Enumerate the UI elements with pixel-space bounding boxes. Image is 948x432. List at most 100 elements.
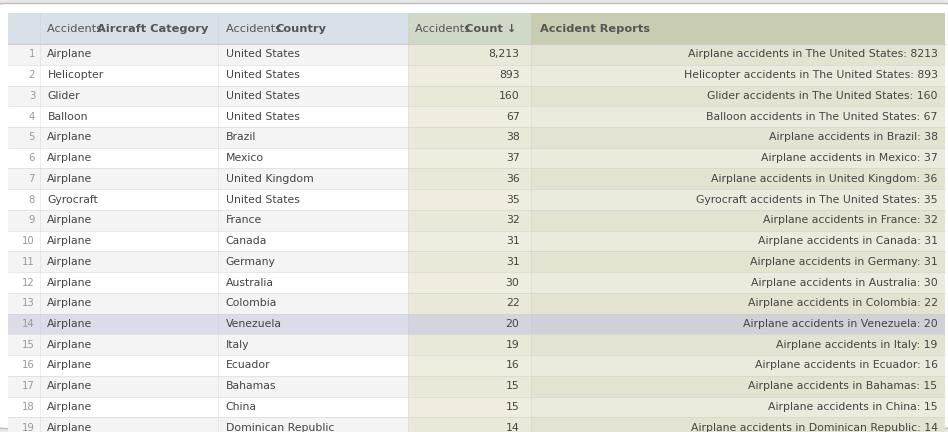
Bar	[218, 210, 408, 231]
Bar	[8, 231, 40, 251]
Bar	[218, 65, 408, 86]
Bar	[408, 168, 531, 189]
Text: 11: 11	[23, 257, 35, 267]
Text: Gyrocraft accidents in The United States: 35: Gyrocraft accidents in The United States…	[696, 194, 938, 205]
Text: 38: 38	[505, 132, 520, 143]
Bar	[218, 106, 408, 127]
Text: Airplane accidents in Germany: 31: Airplane accidents in Germany: 31	[750, 257, 938, 267]
Text: Helicopter accidents in The United States: 893: Helicopter accidents in The United State…	[684, 70, 938, 80]
Bar	[408, 13, 531, 44]
Bar	[531, 148, 945, 168]
Bar	[8, 314, 40, 334]
Text: United States: United States	[226, 91, 300, 101]
Text: Airplane accidents in Canada: 31: Airplane accidents in Canada: 31	[757, 236, 938, 246]
Bar	[40, 127, 218, 148]
Bar	[531, 417, 945, 432]
Bar	[218, 334, 408, 355]
Text: 14: 14	[505, 422, 520, 432]
Text: 13: 13	[23, 298, 35, 308]
Bar	[408, 148, 531, 168]
Text: Country: Country	[275, 23, 326, 34]
Text: Airplane accidents in Mexico: 37: Airplane accidents in Mexico: 37	[761, 153, 938, 163]
Bar	[531, 293, 945, 314]
Bar	[8, 44, 40, 65]
Bar	[531, 127, 945, 148]
Bar	[531, 376, 945, 397]
Text: Airplane: Airplane	[47, 319, 93, 329]
Text: Airplane: Airplane	[47, 277, 93, 288]
Bar	[40, 397, 218, 417]
Text: Airplane: Airplane	[47, 381, 93, 391]
Text: Accidents: Accidents	[226, 23, 284, 34]
Text: United States: United States	[226, 194, 300, 205]
Text: 2: 2	[28, 70, 35, 80]
Bar	[408, 314, 531, 334]
Text: Airplane: Airplane	[47, 402, 93, 412]
Bar	[218, 127, 408, 148]
Text: 31: 31	[505, 236, 520, 246]
Text: Brazil: Brazil	[226, 132, 256, 143]
Text: Airplane: Airplane	[47, 153, 93, 163]
Bar	[40, 355, 218, 376]
Text: 37: 37	[505, 153, 520, 163]
Text: 1: 1	[28, 49, 35, 60]
Text: 5: 5	[28, 132, 35, 143]
Bar	[8, 210, 40, 231]
Text: 67: 67	[505, 111, 520, 122]
Bar	[218, 44, 408, 65]
Bar	[408, 251, 531, 272]
Text: 17: 17	[22, 381, 35, 391]
Bar	[8, 189, 40, 210]
Text: 12: 12	[23, 277, 35, 288]
Bar	[8, 397, 40, 417]
Bar	[408, 189, 531, 210]
Bar	[8, 127, 40, 148]
Text: 7: 7	[28, 174, 35, 184]
Bar	[8, 355, 40, 376]
Bar	[531, 251, 945, 272]
Text: United States: United States	[226, 49, 300, 60]
Text: Airplane accidents in United Kingdom: 36: Airplane accidents in United Kingdom: 36	[711, 174, 938, 184]
Text: Airplane: Airplane	[47, 215, 93, 226]
Bar	[531, 397, 945, 417]
Text: 893: 893	[499, 70, 520, 80]
Text: Airplane: Airplane	[47, 236, 93, 246]
Text: 10: 10	[23, 236, 35, 246]
Bar	[408, 293, 531, 314]
Text: 14: 14	[23, 319, 35, 329]
Bar	[8, 293, 40, 314]
Text: Airplane accidents in Italy: 19: Airplane accidents in Italy: 19	[776, 340, 938, 350]
Bar	[408, 210, 531, 231]
Bar	[40, 86, 218, 106]
Text: 19: 19	[22, 422, 35, 432]
Text: 16: 16	[505, 360, 520, 371]
Bar	[218, 314, 408, 334]
Bar	[8, 13, 40, 44]
Bar	[40, 334, 218, 355]
Bar	[218, 231, 408, 251]
Text: Airplane: Airplane	[47, 49, 93, 60]
Bar	[8, 86, 40, 106]
Text: Accidents: Accidents	[47, 23, 106, 34]
Text: Australia: Australia	[226, 277, 274, 288]
Text: 36: 36	[505, 174, 520, 184]
Bar	[408, 86, 531, 106]
Text: 32: 32	[505, 215, 520, 226]
Text: Airplane accidents in Venezuela: 20: Airplane accidents in Venezuela: 20	[743, 319, 938, 329]
Bar	[40, 293, 218, 314]
Text: United Kingdom: United Kingdom	[226, 174, 314, 184]
Bar	[8, 148, 40, 168]
Text: Canada: Canada	[226, 236, 267, 246]
Text: Venezuela: Venezuela	[226, 319, 282, 329]
Bar	[531, 168, 945, 189]
Bar	[40, 272, 218, 293]
Bar	[408, 355, 531, 376]
Bar	[218, 168, 408, 189]
Bar	[8, 168, 40, 189]
Bar	[408, 334, 531, 355]
Text: 15: 15	[505, 381, 520, 391]
Bar	[40, 210, 218, 231]
Bar	[218, 86, 408, 106]
Text: Balloon accidents in The United States: 67: Balloon accidents in The United States: …	[706, 111, 938, 122]
Text: Airplane accidents in Dominican Republic: 14: Airplane accidents in Dominican Republic…	[690, 422, 938, 432]
